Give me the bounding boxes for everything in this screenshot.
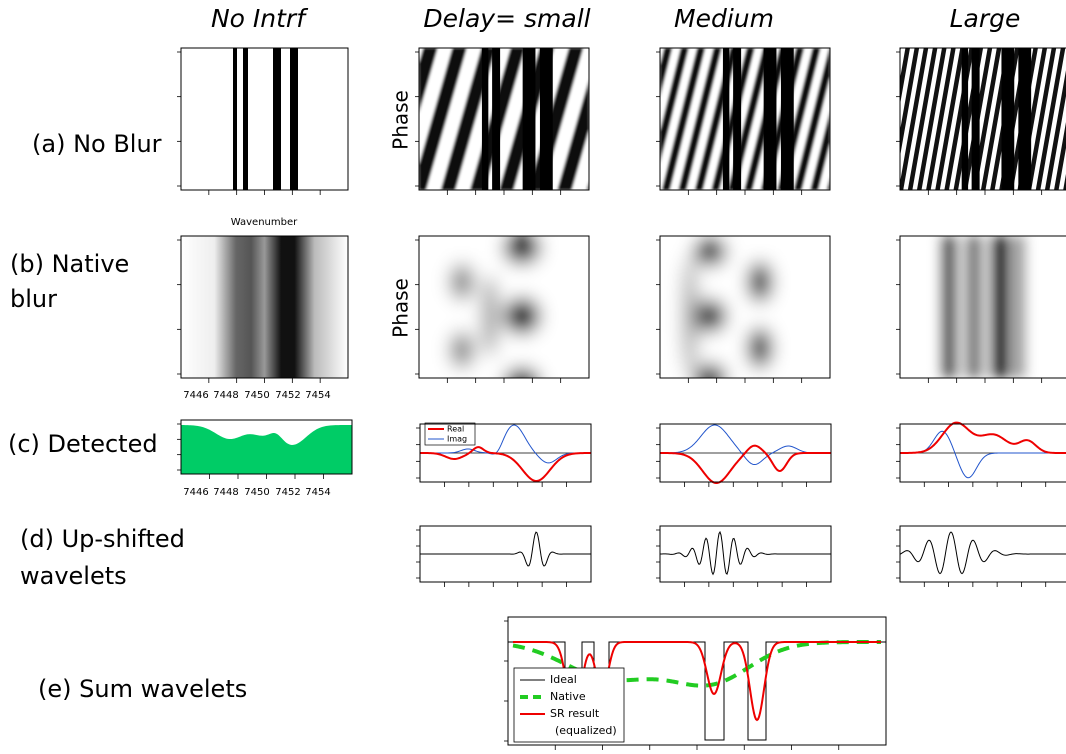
blur-image: [660, 236, 830, 378]
tick-label: 7446: [183, 390, 208, 401]
wavelength-ticks: 7446 7448 7450 7452 7454 7446 7448 7450 …: [183, 390, 330, 498]
line-bar: [492, 48, 501, 190]
curve: [420, 531, 591, 567]
column-header: Medium: [674, 4, 774, 33]
column-header: No Intrf: [211, 4, 308, 33]
tick-label: 7450: [244, 390, 269, 401]
tick-label: 7452: [275, 390, 300, 401]
line-bar: [1001, 48, 1015, 190]
tick-label: 7446: [183, 487, 208, 498]
legend-label: Real: [447, 425, 464, 434]
line-bar: [273, 48, 281, 190]
row-label: (c) Detected: [8, 430, 158, 458]
blur-image: [419, 236, 589, 378]
legend-label: (equalized): [555, 724, 617, 737]
panel-frame: [899, 525, 1066, 583]
curve: [899, 531, 1066, 575]
tick-label: 7452: [275, 487, 300, 498]
column-header: Delay= small: [423, 4, 590, 33]
line-bar: [233, 48, 237, 190]
line-bar: [961, 48, 969, 190]
panel-frame: [659, 525, 832, 583]
row-label: blur: [10, 285, 57, 313]
tick-label: 7454: [305, 487, 330, 498]
curve: [900, 421, 1066, 454]
panel-frame: [899, 423, 1066, 483]
panel-frame: [659, 423, 832, 483]
line-bar: [243, 48, 248, 190]
legend-label: SR result: [550, 707, 600, 720]
row-label: (e) Sum wavelets: [38, 675, 247, 703]
interference-image: [419, 48, 1066, 190]
row-label: (b) Native: [10, 250, 129, 278]
axis-label: Phase: [389, 90, 413, 150]
tick-label: 7448: [213, 487, 238, 498]
line-bar: [763, 48, 777, 190]
row-label: (d) Up-shifted: [20, 525, 185, 553]
panel-frame: [419, 525, 592, 583]
column-header: Large: [950, 4, 1021, 33]
line-bar: [481, 48, 489, 190]
line-bar: [1018, 48, 1032, 190]
line-bar: [722, 48, 730, 190]
blur-image: [181, 236, 348, 378]
legend: Real Imag: [424, 422, 476, 446]
curve: [659, 530, 831, 576]
tick-label: 7450: [244, 487, 269, 498]
line-bar: [971, 48, 980, 190]
tick-label: 7454: [305, 390, 330, 401]
panel-frame: [419, 423, 592, 483]
curve: [420, 446, 591, 482]
line-bar: [290, 48, 298, 190]
curve: [660, 444, 831, 484]
curve: [900, 430, 1066, 479]
tick-label: 7448: [213, 390, 238, 401]
curve: [660, 424, 831, 466]
row-label: wavelets: [20, 562, 127, 590]
axis-label: Phase: [389, 278, 413, 338]
row-label: (a) No Blur: [32, 130, 162, 158]
blur-image: [900, 236, 1066, 378]
line-bar: [780, 48, 794, 190]
line-bar: [539, 48, 553, 190]
legend-label: Imag: [447, 435, 467, 444]
legend-label: Ideal: [550, 673, 577, 686]
line-bar: [522, 48, 536, 190]
axis-label: Wavenumber: [231, 217, 298, 228]
curve: [420, 424, 591, 464]
legend-label: Native: [550, 690, 586, 703]
line-bar: [733, 48, 742, 190]
panel: [181, 48, 348, 190]
detected-area: [181, 425, 352, 474]
